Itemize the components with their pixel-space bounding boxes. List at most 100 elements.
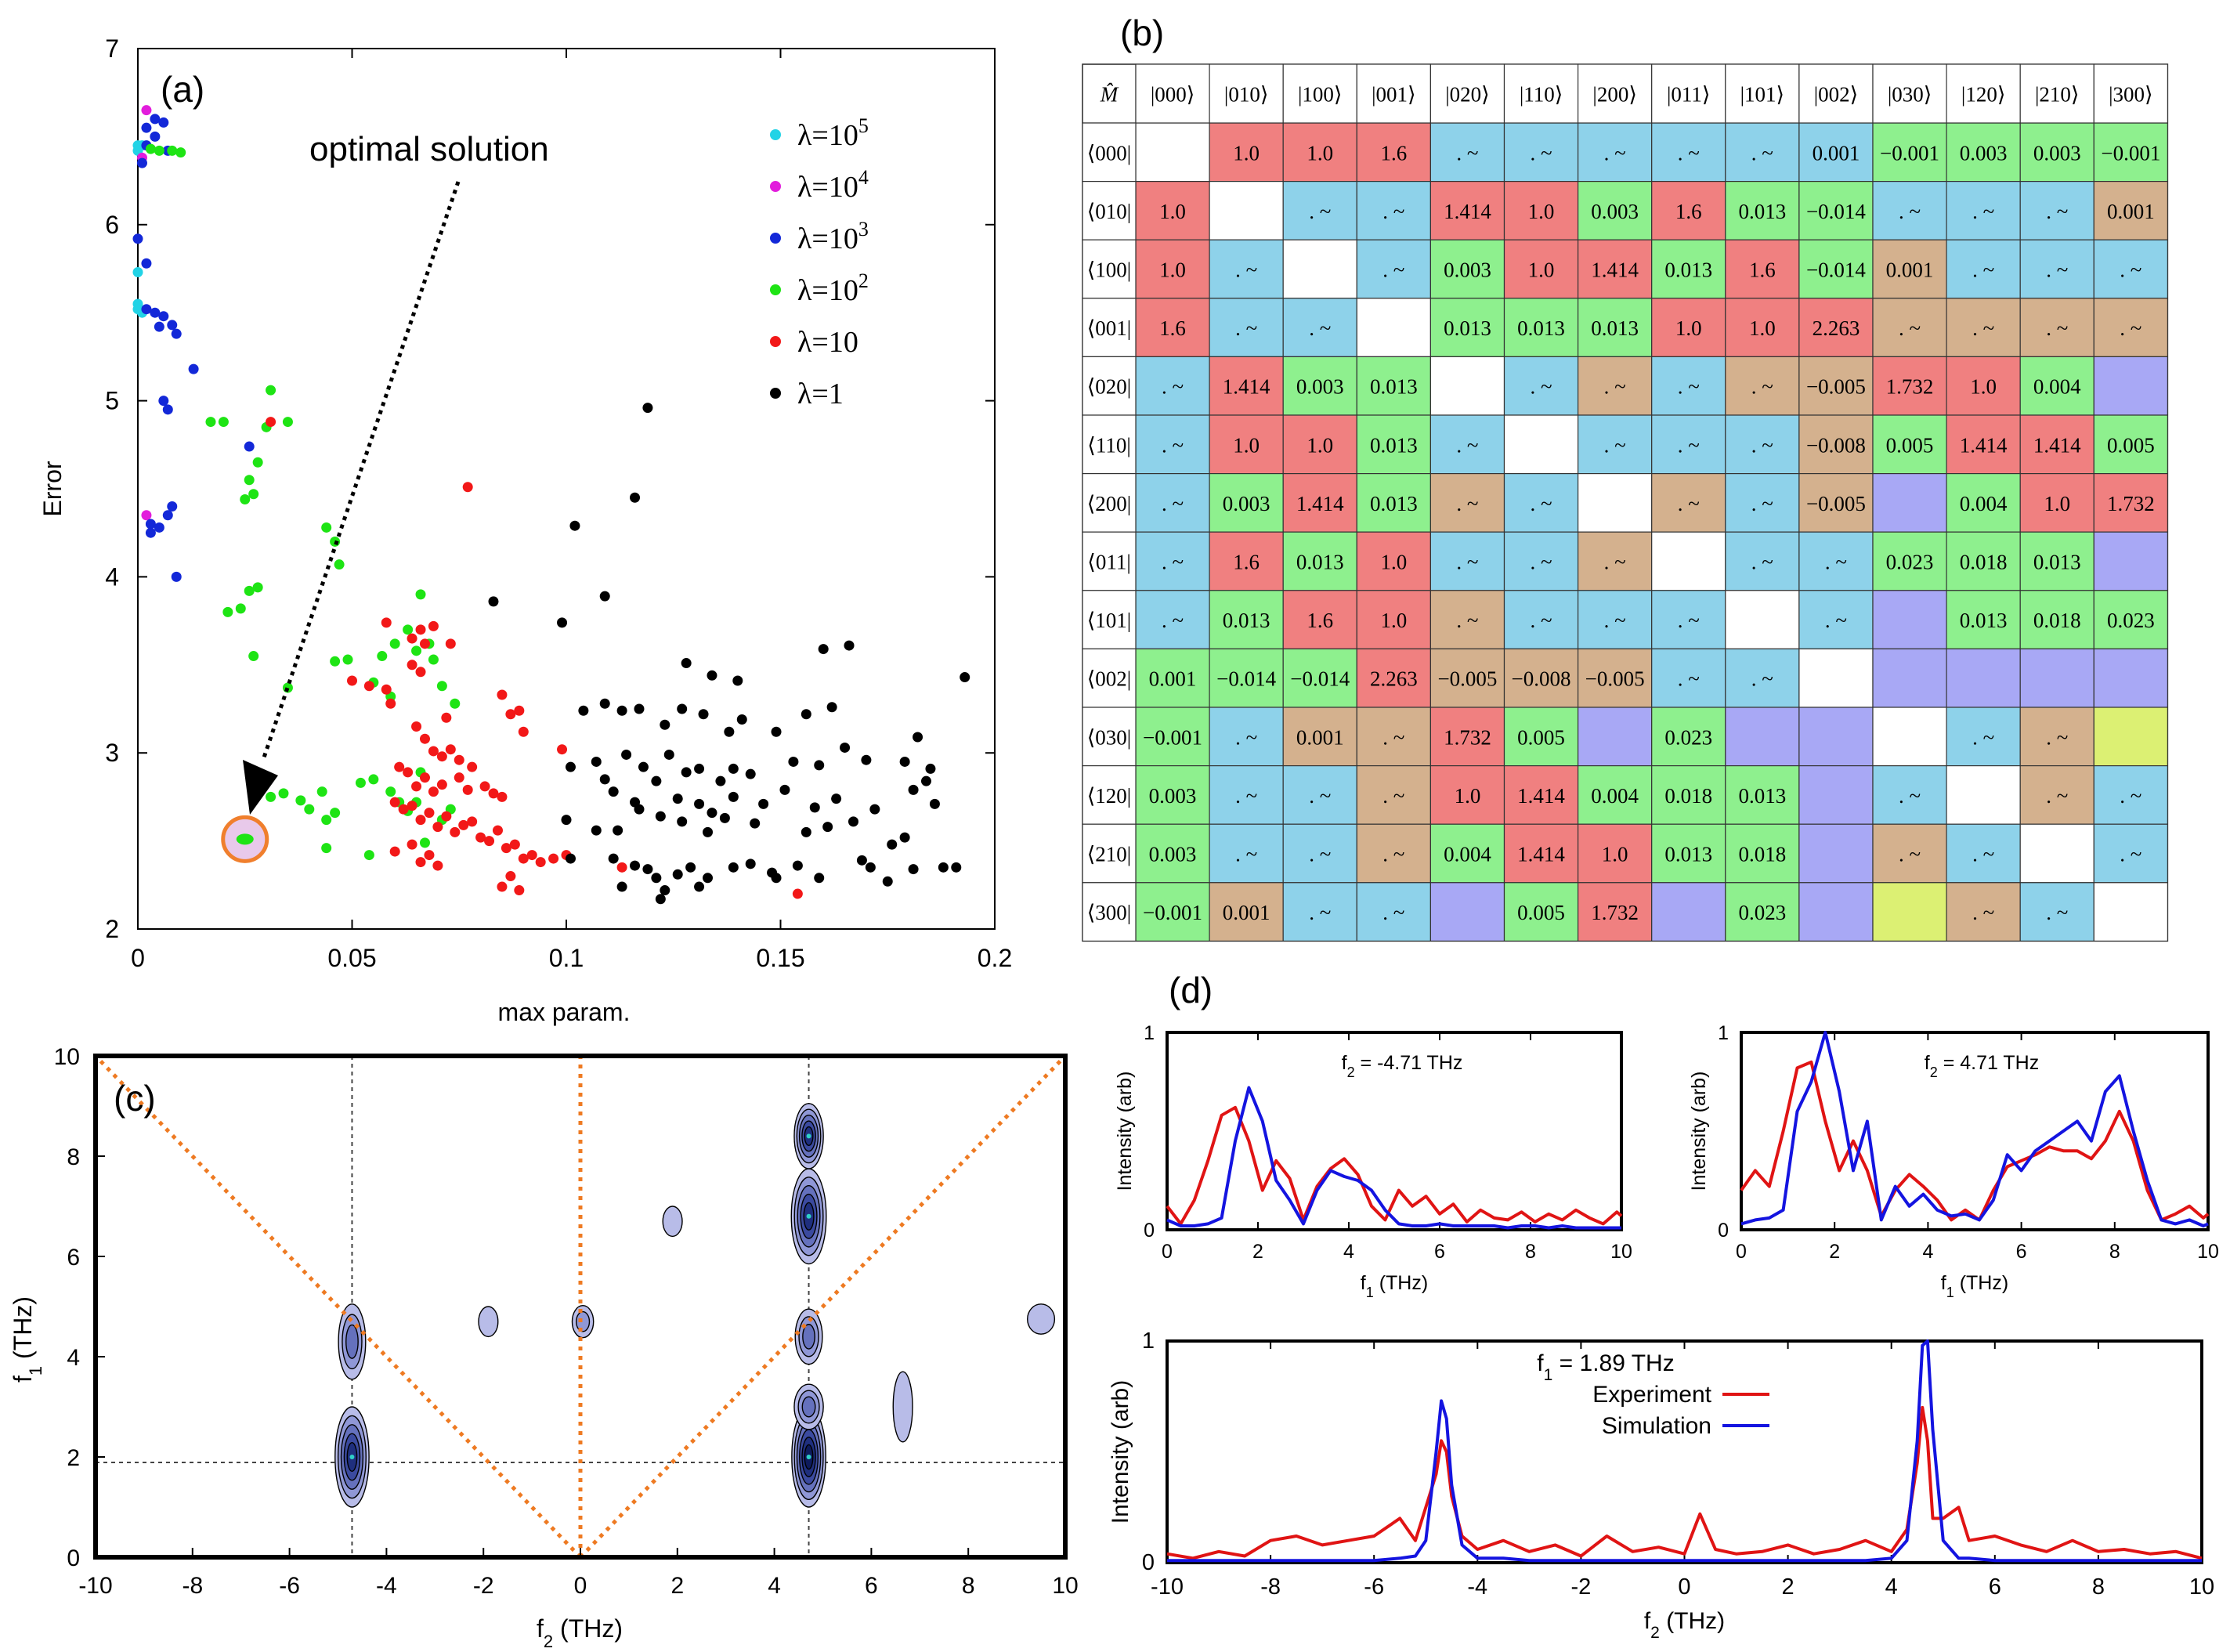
- panel-c-ylabel-unit: (THz): [9, 1296, 37, 1366]
- table-cell-value: 1.414: [2033, 433, 2081, 457]
- x-tick-label: -4: [376, 1573, 397, 1599]
- contour-peak-center: [806, 1455, 811, 1459]
- table-cell-value: 0.001: [1296, 725, 1344, 749]
- table-cell: [1946, 531, 2021, 591]
- scatter-point: [321, 843, 332, 854]
- table-column-header-cell: [1946, 63, 2021, 124]
- scatter-point: [951, 862, 962, 873]
- table-cell: [2093, 765, 2169, 825]
- x-axis-label-part: f: [1941, 1272, 1946, 1294]
- scatter-point: [154, 145, 164, 156]
- x-axis-label-part: f: [1644, 1608, 1651, 1634]
- scatter-point: [347, 675, 357, 686]
- table-cell-value: 0.013: [1738, 200, 1786, 223]
- table-row-header: ⟨001|: [1087, 316, 1131, 340]
- x-tick-label: -10: [78, 1573, 112, 1599]
- scatter-point: [719, 812, 730, 823]
- table-cell: [1135, 239, 1210, 299]
- table-cell: [2093, 472, 2169, 533]
- table-cell-value: 0.003: [2033, 141, 2081, 164]
- plot-title-part: f: [1342, 1052, 1347, 1074]
- scatter-point: [509, 839, 520, 850]
- table-cell: [1356, 122, 1432, 183]
- x-tick-label: -8: [1260, 1574, 1281, 1600]
- table-cell: [1946, 765, 2021, 825]
- table-cell: [1651, 531, 1726, 591]
- table-cell: [1429, 122, 1505, 183]
- table-cell: [1651, 239, 1726, 299]
- table-cell-value: . ~: [1825, 609, 1847, 632]
- scatter-point: [330, 656, 341, 667]
- table-cell: [2093, 356, 2169, 416]
- table-cell-value: 1.414: [1960, 433, 2008, 457]
- annotation-arrow-head: [243, 760, 278, 815]
- table-cell-value: 1.6: [1233, 551, 1260, 574]
- legend-entry-label: Experiment: [1592, 1382, 1711, 1408]
- table-row-header-cell: [1082, 823, 1137, 884]
- x-tick-label: 0: [1162, 1241, 1173, 1263]
- scatter-point: [415, 667, 426, 678]
- table-cell-value: . ~: [1530, 609, 1552, 632]
- scatter-point: [244, 441, 255, 452]
- x-tick-label: 4: [1922, 1241, 1933, 1263]
- table-cell-value: . ~: [2120, 258, 2141, 282]
- table-cell: [1577, 648, 1653, 708]
- table-cell: [1282, 707, 1357, 767]
- scatter-point: [514, 885, 525, 896]
- table-cell: [1651, 122, 1726, 183]
- table-cell: [1798, 648, 1874, 708]
- scatter-point: [869, 804, 880, 815]
- x-tick-label: 4: [1885, 1574, 1898, 1600]
- panel-a-label: (a): [161, 69, 204, 110]
- table-cell-value: 0.003: [1444, 258, 1491, 282]
- table-cell: [1651, 298, 1726, 357]
- table-cell: [1135, 765, 1210, 825]
- scatter-point: [158, 311, 169, 322]
- scatter-point: [694, 763, 705, 774]
- x-axis-label-part: 1: [1366, 1285, 1374, 1300]
- scatter-point: [728, 862, 739, 873]
- scatter-point: [728, 791, 739, 802]
- scatter-point: [454, 772, 464, 783]
- scatter-point: [188, 363, 199, 374]
- table-cell-value: . ~: [1678, 433, 1700, 457]
- scatter-point: [660, 885, 670, 896]
- scatter-point: [441, 811, 452, 822]
- table-cell: [1209, 472, 1284, 533]
- table-cell-value: 0.013: [1960, 609, 2008, 632]
- table-cell: [1725, 122, 1800, 183]
- plot-title: f1 = 1.89 THz: [1537, 1350, 1674, 1384]
- legend-label-base: λ=10: [797, 326, 858, 359]
- legend-label: λ=10: [797, 326, 858, 359]
- table-cell-value: . ~: [1309, 901, 1331, 924]
- table-cell-value: 0.018: [1960, 551, 2008, 574]
- scatter-point: [158, 396, 169, 407]
- table-cell: [1872, 472, 1947, 533]
- scatter-point: [840, 742, 851, 753]
- scatter-point: [266, 417, 276, 428]
- table-cell-value: . ~: [2046, 901, 2068, 924]
- scatter-point: [445, 744, 456, 755]
- table-cell: [1503, 239, 1579, 299]
- scatter-point: [703, 873, 714, 884]
- table-cell-value: . ~: [1162, 609, 1184, 632]
- x-tick-label: -10: [1151, 1574, 1184, 1600]
- table-cell: [1429, 531, 1505, 591]
- table-cell-value: . ~: [1235, 784, 1257, 808]
- table-cell-value: 0.013: [1223, 609, 1270, 632]
- table-column-header: |100⟩: [1298, 83, 1342, 107]
- table-cell-value: 1.0: [1380, 609, 1407, 632]
- scatter-point: [450, 826, 461, 837]
- table-cell-value: 1.0: [1970, 375, 1997, 399]
- scatter-point: [136, 157, 147, 168]
- table-cell: [1725, 707, 1800, 767]
- table-cell: [1429, 882, 1505, 942]
- table-cell-value: 1.414: [1517, 784, 1565, 808]
- panel-c-xlabel-sub: 2: [544, 1632, 553, 1651]
- scatter-point: [599, 774, 610, 785]
- x-tick-label: 4: [1343, 1241, 1354, 1263]
- scatter-point: [750, 818, 761, 829]
- table-cell-value: . ~: [1972, 316, 1994, 340]
- table-cell: [1503, 823, 1579, 884]
- table-cell-value: 0.001: [2107, 200, 2155, 223]
